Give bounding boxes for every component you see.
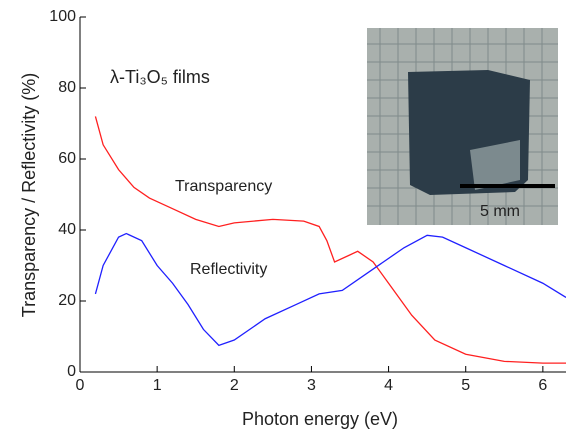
annotation: Transparency	[175, 178, 272, 195]
data-line	[94, 232, 566, 347]
y-axis-label: Transparency / Reflectivity (%)	[19, 73, 39, 317]
x-tick-label: 0	[76, 377, 85, 394]
y-tick-label: 60	[58, 150, 76, 167]
data-line	[94, 116, 566, 364]
y-tick-label: 40	[58, 221, 76, 238]
y-tick-label: 20	[58, 292, 76, 309]
annotation: Reflectivity	[190, 261, 267, 278]
y-tick-label: 100	[49, 8, 76, 25]
y-tick-label: 80	[58, 79, 76, 96]
x-tick-label: 4	[384, 377, 393, 394]
scale-label: 5 mm	[480, 203, 520, 220]
x-tick-label: 5	[461, 377, 470, 394]
x-tick-label: 2	[230, 377, 239, 394]
y-tick-label: 0	[67, 363, 76, 380]
x-tick-label: 1	[153, 377, 162, 394]
x-tick-label: 6	[538, 377, 547, 394]
annotation: λ-Ti₃O₅ films	[110, 67, 210, 87]
x-tick-label: 3	[307, 377, 316, 394]
inset-photo	[367, 28, 558, 225]
x-axis-label: Photon energy (eV)	[242, 409, 398, 429]
